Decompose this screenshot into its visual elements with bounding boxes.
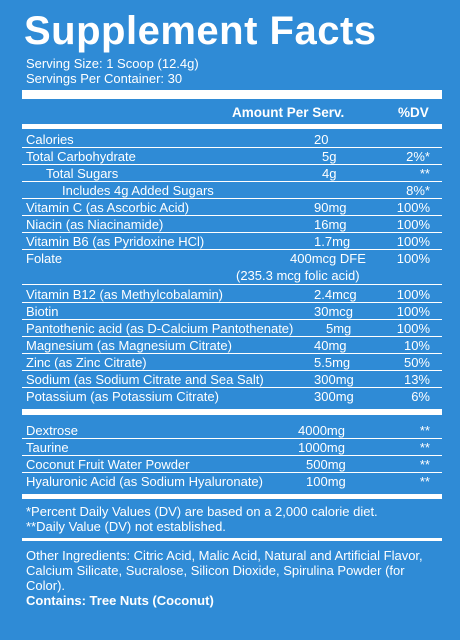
ingredient-dv: ** <box>419 440 430 455</box>
table-row: Coconut Fruit Water Powder 500mg ** <box>22 456 442 473</box>
nutrient-dv: 2%* <box>406 149 430 164</box>
ingredient-name: Hyaluronic Acid (as Sodium Hyaluronate) <box>26 474 263 489</box>
table-row: Dextrose 4000mg ** <box>22 422 442 439</box>
table-row: Vitamin C (as Ascorbic Acid) 90mg 100% <box>22 199 442 216</box>
nutrient-amount: 5.5mg <box>314 355 351 370</box>
nutrient-dv: 100% <box>396 287 430 302</box>
footnote-not-established: **Daily Value (DV) not established. <box>26 519 226 534</box>
panel-title: Supplement Facts <box>24 9 377 53</box>
table-row: Vitamin B12 (as Methylcobalamin) 2.4mcg … <box>22 286 442 303</box>
nutrient-name: Vitamin C (as Ascorbic Acid) <box>26 200 190 215</box>
nutrient-dv: 8%* <box>406 183 430 198</box>
table-row: Taurine 1000mg ** <box>22 439 442 456</box>
nutrient-dv: 10% <box>403 338 430 353</box>
allergen-statement: Contains: Tree Nuts (Coconut) <box>26 593 214 608</box>
nutrient-amount: 16mg <box>314 217 347 232</box>
nutrient-amount: 300mg <box>314 372 354 387</box>
nutrient-amount: 1.7mg <box>314 234 351 249</box>
table-row: Potassium (as Potassium Citrate) 300mg 6… <box>22 388 442 405</box>
table-row: Calories 20 <box>22 131 442 148</box>
other-ingredients: Other Ingredients: Citric Acid, Malic Ac… <box>26 548 446 608</box>
ingredient-amount: 4000mg <box>298 423 345 438</box>
nutrient-dv: 100% <box>396 217 430 232</box>
ingredient-name: Dextrose <box>26 423 79 438</box>
servings-per-container: Servings Per Container: 30 <box>26 71 183 86</box>
table-row: Pantothenic acid (as D-Calcium Pantothen… <box>22 320 442 337</box>
nutrient-name: Includes 4g Added Sugars <box>62 183 214 198</box>
table-row: Folate 400mcg DFE (235.3 mcg folic acid)… <box>22 250 442 285</box>
header-amount: Amount Per Serv. <box>232 105 345 120</box>
nutrient-dv: 6% <box>411 389 430 404</box>
nutrient-dv: 100% <box>396 200 430 215</box>
nutrient-dv: 100% <box>396 304 430 319</box>
nutrient-amount: 4g <box>322 166 337 181</box>
nutrient-amount-note: (235.3 mcg folic acid) <box>236 268 360 283</box>
thick-rule-middle <box>22 409 442 415</box>
nutrient-name: Biotin <box>26 304 59 319</box>
nutrient-dv: 100% <box>396 234 430 249</box>
nutrient-amount: 40mg <box>314 338 347 353</box>
header-dv: %DV <box>398 105 429 120</box>
nutrient-name: Calories <box>26 132 74 147</box>
table-row: Includes 4g Added Sugars 8%* <box>22 182 442 199</box>
thick-rule-lower <box>22 494 442 499</box>
nutrient-dv: 50% <box>403 355 430 370</box>
thin-rule-bottom <box>22 538 442 541</box>
nutrient-amount: 20 <box>314 132 329 147</box>
table-row: Sodium (as Sodium Citrate and Sea Salt) … <box>22 371 442 388</box>
nutrient-name: Pantothenic acid (as D-Calcium Pantothen… <box>26 321 294 336</box>
nutrient-name: Zinc (as Zinc Citrate) <box>26 355 147 370</box>
nutrient-name: Magnesium (as Magnesium Citrate) <box>26 338 232 353</box>
nutrient-dv: ** <box>419 166 430 181</box>
ingredient-name: Taurine <box>26 440 69 455</box>
nutrient-dv: 13% <box>403 372 430 387</box>
nutrient-name: Folate <box>26 251 63 266</box>
nutrient-dv: 100% <box>396 321 430 336</box>
table-row: Total Carbohydrate 5g 2%* <box>22 148 442 165</box>
table-row: Niacin (as Niacinamide) 16mg 100% <box>22 216 442 233</box>
nutrient-name: Vitamin B6 (as Pyridoxine HCl) <box>26 234 205 249</box>
other-ingredients-text: Other Ingredients: Citric Acid, Malic Ac… <box>26 548 423 593</box>
ingredient-dv: ** <box>419 457 430 472</box>
table-row: Zinc (as Zinc Citrate) 5.5mg 50% <box>22 354 442 371</box>
nutrient-amount: 90mg <box>314 200 347 215</box>
thick-rule-header <box>22 124 442 129</box>
table-row: Biotin 30mcg 100% <box>22 303 442 320</box>
nutrient-name: Total Sugars <box>46 166 119 181</box>
nutrient-name: Niacin (as Niacinamide) <box>26 217 164 232</box>
nutrient-name: Vitamin B12 (as Methylcobalamin) <box>26 287 224 302</box>
ingredient-dv: ** <box>419 423 430 438</box>
nutrient-amount: 300mg <box>314 389 354 404</box>
nutrient-name: Sodium (as Sodium Citrate and Sea Salt) <box>26 372 264 387</box>
table-row: Hyaluronic Acid (as Sodium Hyaluronate) … <box>22 473 442 490</box>
table-row: Vitamin B6 (as Pyridoxine HCl) 1.7mg 100… <box>22 233 442 250</box>
serving-size: Serving Size: 1 Scoop (12.4g) <box>26 56 199 71</box>
nutrient-amount: 5g <box>322 149 337 164</box>
nutrient-dv: 100% <box>396 251 430 266</box>
ingredient-amount: 500mg <box>306 457 346 472</box>
thick-rule-top <box>22 90 442 99</box>
ingredient-amount: 100mg <box>306 474 346 489</box>
ingredient-dv: ** <box>419 474 430 489</box>
nutrient-amount: 400mcg DFE <box>290 251 366 266</box>
footnote-dv: *Percent Daily Values (DV) are based on … <box>26 504 378 519</box>
nutrient-name: Potassium (as Potassium Citrate) <box>26 389 219 404</box>
table-row: Magnesium (as Magnesium Citrate) 40mg 10… <box>22 337 442 354</box>
nutrient-amount: 5mg <box>326 321 352 336</box>
ingredient-name: Coconut Fruit Water Powder <box>26 457 190 472</box>
table-row: Total Sugars 4g ** <box>22 165 442 182</box>
ingredient-amount: 1000mg <box>298 440 345 455</box>
nutrient-amount: 2.4mcg <box>314 287 357 302</box>
nutrient-amount: 30mcg <box>314 304 354 319</box>
nutrient-name: Total Carbohydrate <box>26 149 136 164</box>
